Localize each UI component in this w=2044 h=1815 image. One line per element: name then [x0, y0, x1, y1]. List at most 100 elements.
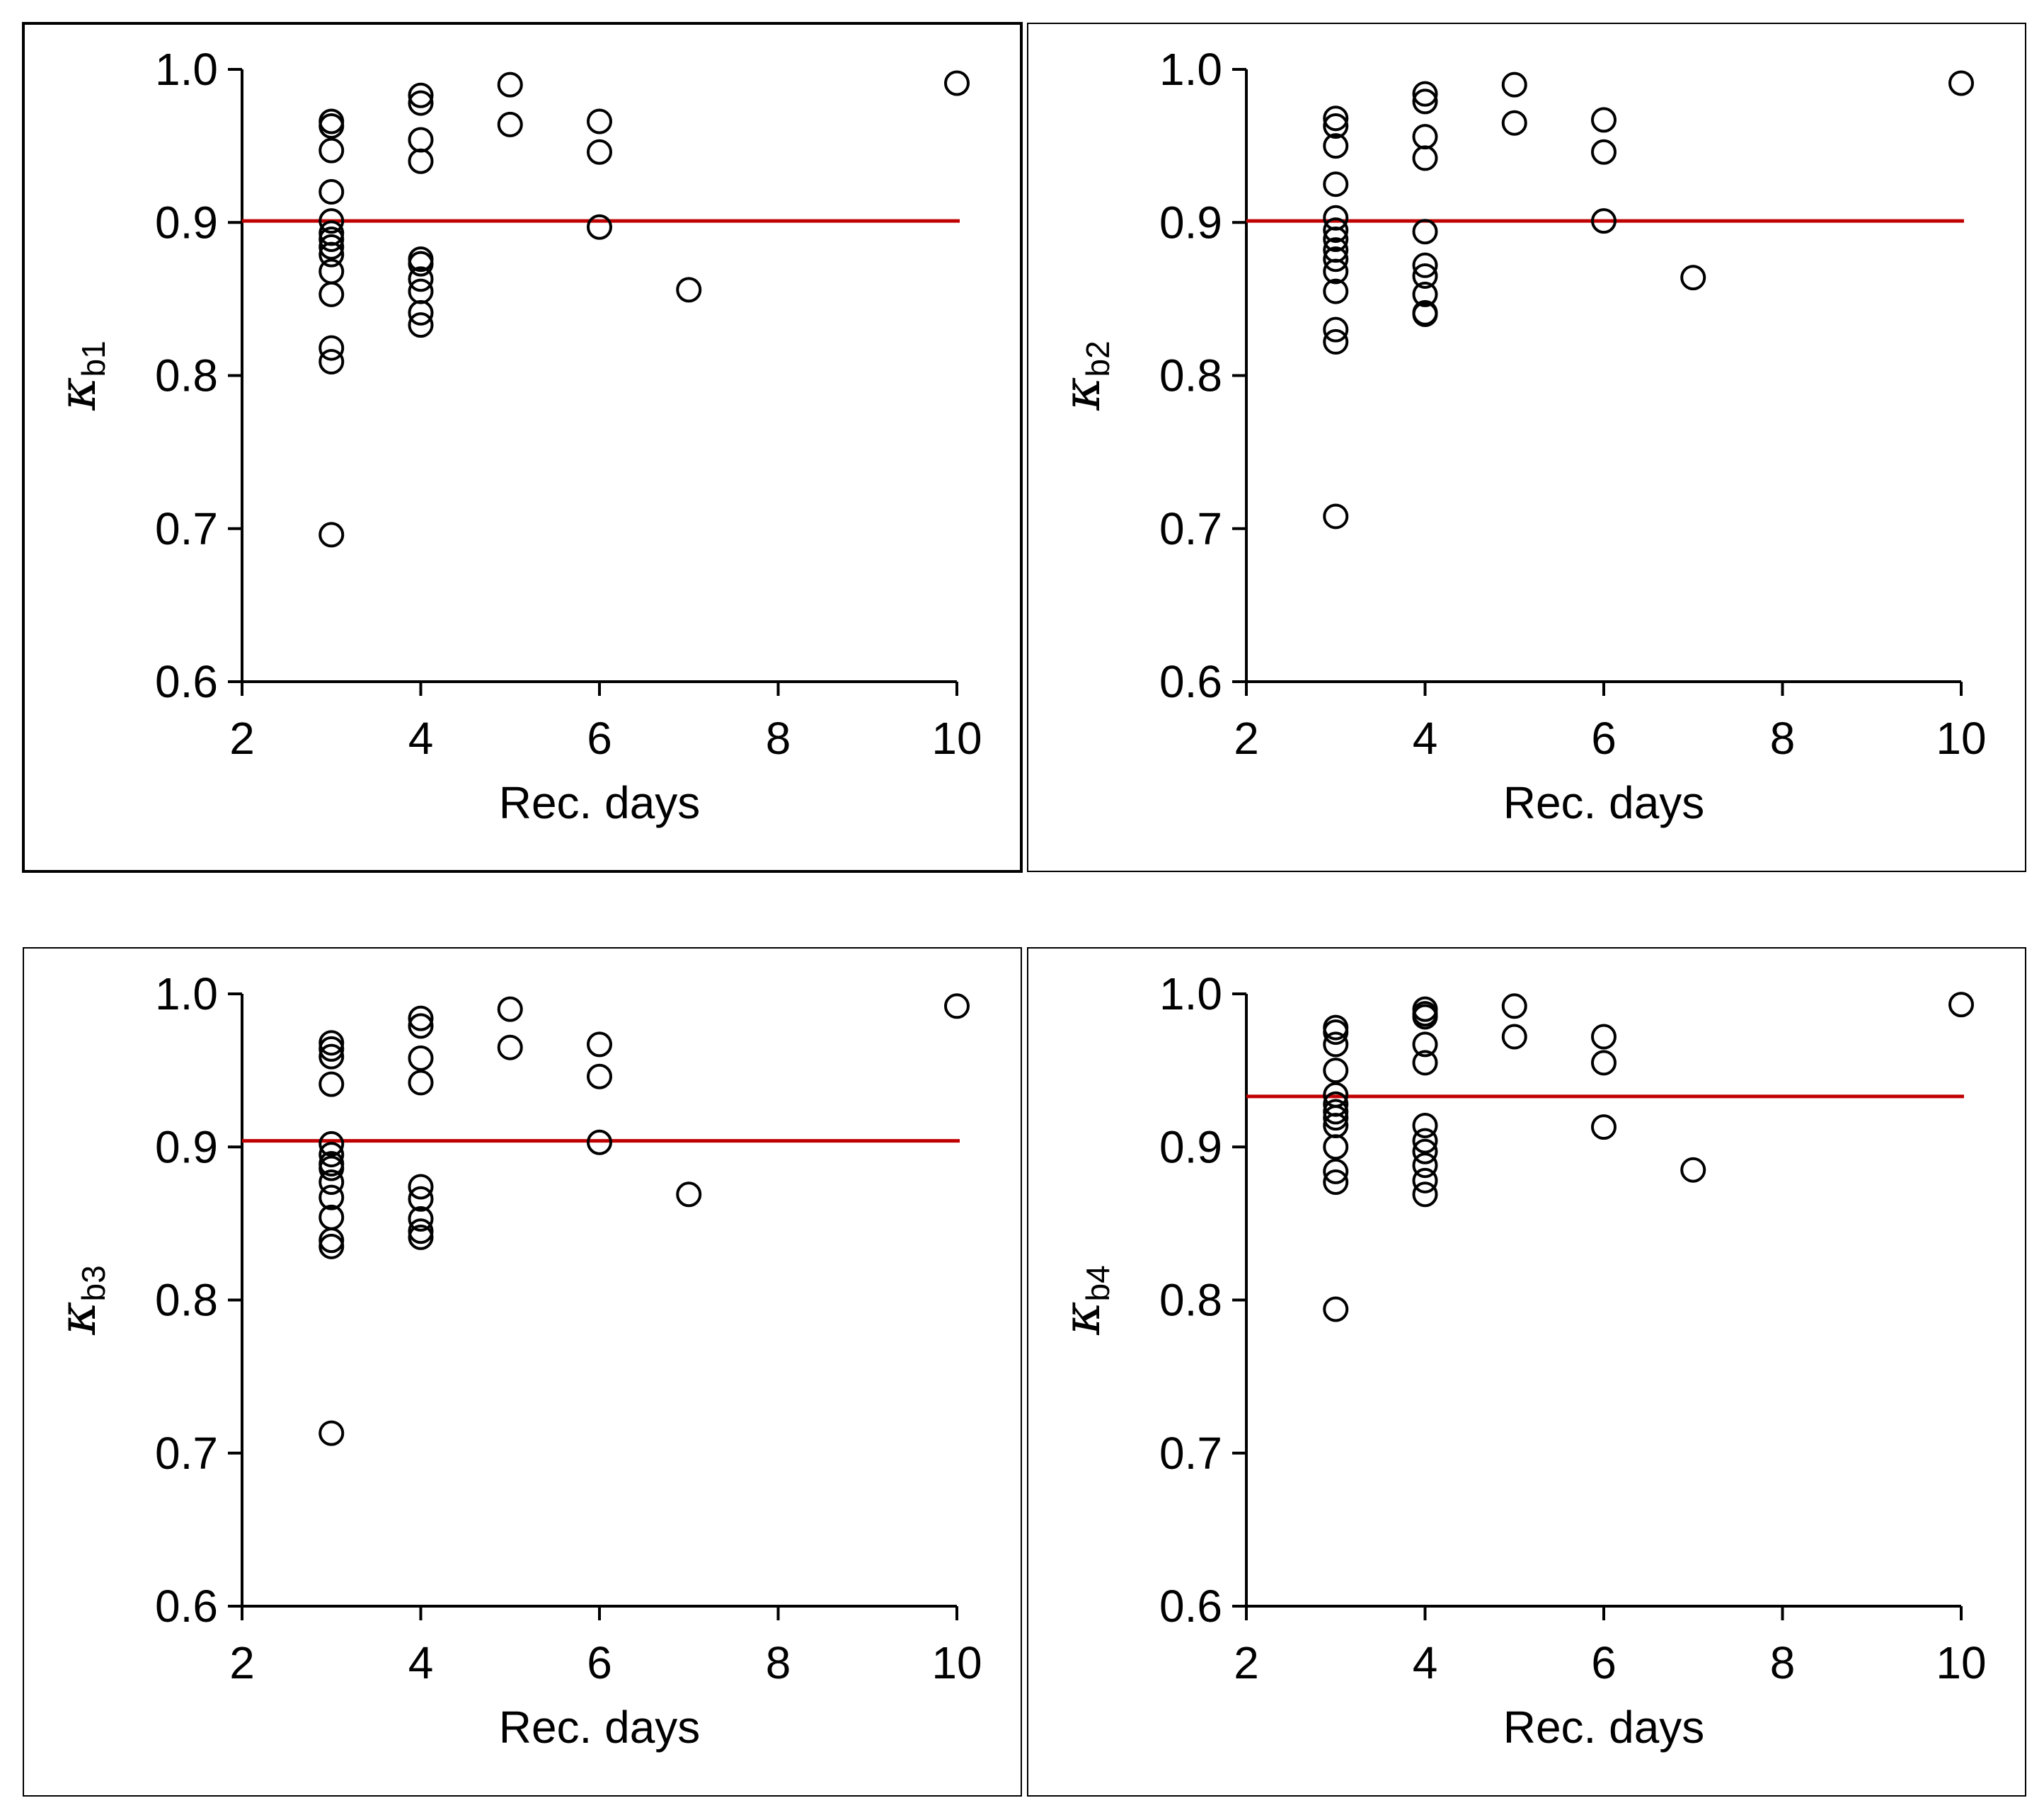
y-tick-label: 0.9: [155, 197, 218, 248]
data-point: [318, 227, 345, 253]
data-point: [1412, 1152, 1438, 1179]
y-tick-label: 0.9: [155, 1121, 218, 1172]
data-point: [587, 108, 612, 134]
chart-panel-kb2: 0.6 0.7 0.8 0.9 1.0 2 4 6 8 10 Rec. days κb2: [1027, 23, 2026, 872]
data-point: [1323, 1158, 1349, 1184]
data-point: [1323, 105, 1349, 132]
y-axis-subscript: b1: [75, 340, 112, 377]
x-tick-label: 8: [766, 713, 791, 764]
data-point: [318, 1030, 345, 1056]
data-point: [408, 299, 434, 326]
data-point: [318, 1184, 345, 1210]
data-point: [1323, 171, 1349, 197]
x-tick-label: 10: [931, 1637, 982, 1688]
x-tick-label: 4: [1413, 1637, 1438, 1688]
data-point: [1591, 1114, 1617, 1140]
x-tick-label: 6: [587, 1637, 612, 1688]
y-tick-label: 0.8: [155, 350, 218, 401]
data-point: [1323, 1058, 1349, 1084]
x-tick-label: 10: [931, 713, 982, 764]
data-point: [1323, 328, 1349, 355]
data-point: [1323, 1099, 1349, 1125]
data-point: [587, 1031, 612, 1058]
data-point: [408, 1174, 434, 1200]
data-point: [1501, 993, 1527, 1019]
y-axis-symbol: κ: [47, 1301, 107, 1335]
panel-frame: [1027, 23, 2026, 872]
x-tick-label: 8: [1770, 1637, 1796, 1688]
data-point: [1323, 217, 1349, 244]
data-point: [1412, 1138, 1438, 1164]
data-point: [318, 1071, 345, 1097]
data-point: [408, 1186, 434, 1212]
y-tick-label: 0.6: [155, 1581, 218, 1632]
y-axis-subscript: b2: [1079, 340, 1116, 377]
data-point: [318, 137, 345, 164]
data-point: [1412, 81, 1438, 107]
data-point: [1412, 88, 1438, 115]
data-point: [1323, 246, 1349, 273]
data-point: [1412, 145, 1438, 171]
data-point: [497, 71, 523, 98]
data-point: [1948, 992, 1974, 1018]
data-point: [497, 996, 523, 1022]
x-tick-label: 2: [229, 1637, 255, 1688]
y-tick-label: 1.0: [1159, 44, 1222, 95]
data-point: [1412, 1167, 1438, 1193]
data-point: [1412, 1181, 1438, 1208]
data-point: [1323, 1169, 1349, 1195]
data-point: [408, 312, 434, 338]
data-point: [587, 139, 612, 165]
data-point: [1591, 1050, 1617, 1076]
data-point: [1591, 107, 1617, 133]
data-point: [1323, 133, 1349, 159]
data-point: [1591, 1024, 1617, 1050]
data-point: [318, 113, 345, 139]
x-tick-label: 10: [1936, 713, 1986, 764]
y-axis-title: κb4: [1052, 1265, 1116, 1335]
y-tick-label: 1.0: [155, 44, 218, 95]
data-point: [1412, 281, 1438, 307]
data-point: [1323, 503, 1349, 529]
data-point: [944, 70, 970, 96]
x-axis-title: Rec. days: [499, 777, 701, 828]
data-point: [587, 214, 612, 240]
chart-panel-kb1: 0.6 0.7 0.8 0.9 1.0 2 4 6 8 10 Rec. days κb1: [22, 22, 1023, 873]
y-tick-label: 0.9: [1159, 197, 1222, 248]
data-point: [408, 1005, 434, 1031]
x-tick-label: 8: [766, 1637, 791, 1688]
data-point: [1323, 1019, 1349, 1046]
data-point: [408, 1206, 434, 1232]
data-point: [1412, 1050, 1438, 1076]
data-point: [1591, 208, 1617, 234]
data-point: [408, 1045, 434, 1071]
data-point: [497, 1034, 523, 1060]
y-tick-label: 0.7: [155, 503, 218, 554]
y-tick-label: 0.7: [1159, 503, 1222, 554]
y-axis-subscript: b4: [1079, 1265, 1116, 1301]
y-axis-title: κb2: [1052, 340, 1116, 411]
data-point: [318, 1142, 345, 1168]
x-tick-label: 6: [587, 713, 612, 764]
y-tick-label: 0.6: [1159, 656, 1222, 707]
data-point: [318, 1420, 345, 1446]
data-point: [497, 111, 523, 137]
data-point: [1412, 1112, 1438, 1138]
y-tick-label: 0.9: [1159, 1121, 1222, 1172]
y-axis-symbol: κ: [47, 377, 107, 411]
data-point: [587, 1129, 612, 1155]
data-point: [318, 1043, 345, 1070]
data-point: [318, 241, 345, 268]
data-point: [1412, 219, 1438, 245]
y-axis-symbol: κ: [1052, 377, 1111, 411]
y-tick-label: 0.8: [1159, 1275, 1222, 1326]
y-tick-label: 0.7: [155, 1428, 218, 1479]
x-axis-title: Rec. days: [1503, 777, 1705, 828]
panel-frame: [1027, 947, 2026, 1797]
data-point: [318, 1169, 345, 1195]
data-point: [1501, 1024, 1527, 1050]
data-point: [1591, 139, 1617, 165]
data-point: [1323, 227, 1349, 253]
y-tick-label: 0.6: [1159, 1581, 1222, 1632]
